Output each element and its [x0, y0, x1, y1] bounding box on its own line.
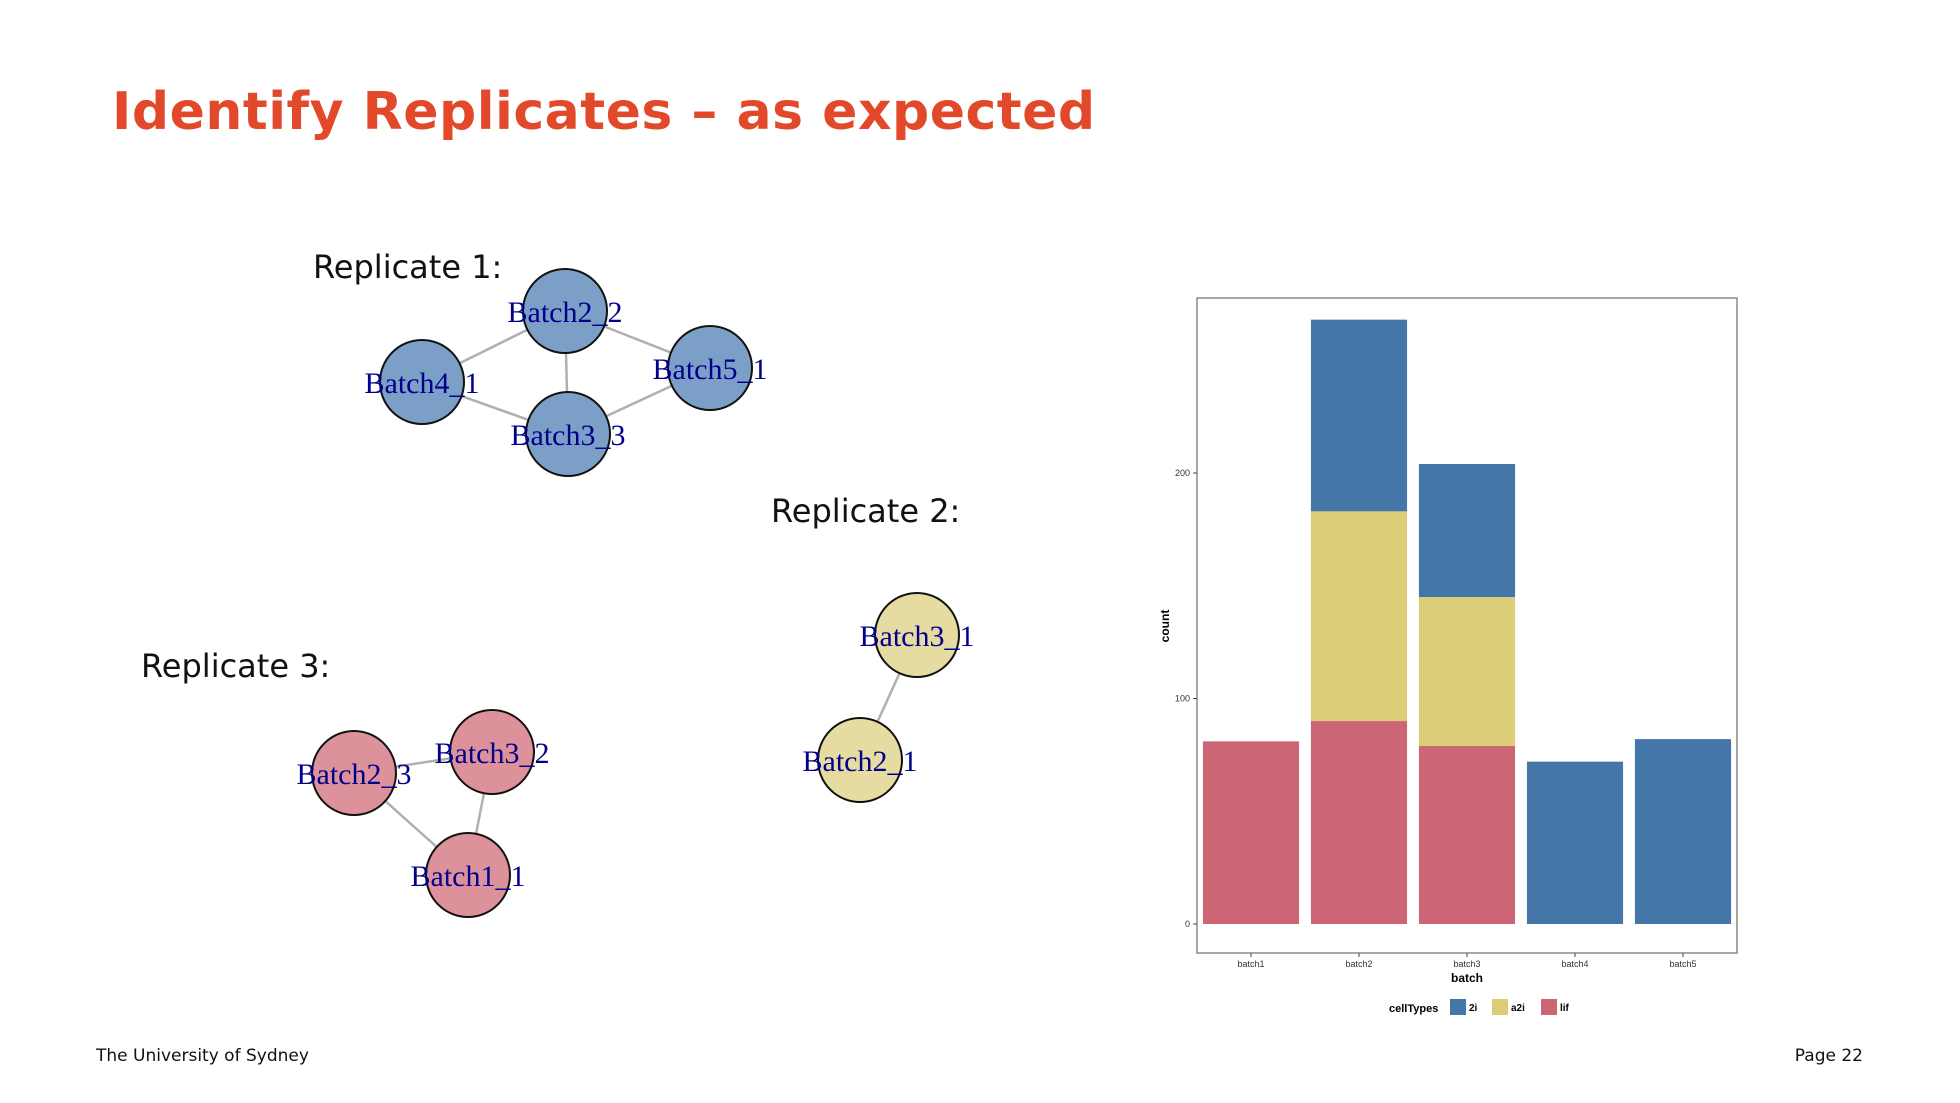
x-axis-label: batch	[1451, 971, 1483, 985]
node-batch1-1[interactable]: Batch1_1	[411, 832, 526, 918]
node-batch2-3[interactable]: Batch2_3	[297, 730, 412, 816]
node-label: Batch2_2	[508, 296, 623, 329]
x-tick-label: batch1	[1237, 959, 1264, 969]
y-tick-label: 0	[1185, 919, 1190, 929]
legend-title: cellTypes	[1389, 1003, 1438, 1015]
node-label: Batch1_1	[411, 860, 526, 893]
bar-segment-batch5-2i	[1634, 739, 1732, 924]
slide-title: Identify Replicates – as expected	[112, 82, 1096, 142]
legend-swatch-a2i	[1492, 999, 1508, 1015]
legend-label-lif: lif	[1560, 1003, 1570, 1014]
x-axis: batch1 batch2 batch3 batch4 batch5	[1237, 953, 1697, 969]
legend-label-a2i: a2i	[1511, 1003, 1525, 1014]
node-label: Batch4_1	[365, 367, 480, 400]
chart-bars	[1202, 319, 1732, 924]
bar-segment-batch2-a2i	[1310, 511, 1408, 722]
footer-institution: The University of Sydney	[96, 1046, 309, 1066]
replicate-2-label: Replicate 2:	[771, 492, 961, 530]
node-batch2-2[interactable]: Batch2_2	[508, 268, 623, 354]
bar-segment-batch4-2i	[1526, 761, 1624, 924]
replicate-1-label: Replicate 1:	[313, 248, 503, 286]
replicate-3-label: Replicate 3:	[141, 647, 331, 685]
legend-swatch-lif	[1541, 999, 1557, 1015]
x-tick-label: batch3	[1453, 959, 1480, 969]
y-axis: 0 100 200	[1175, 468, 1197, 929]
footer-page-number: Page 22	[1794, 1046, 1863, 1066]
bar-segment-batch1-lif	[1202, 741, 1300, 924]
node-batch2-1[interactable]: Batch2_1	[803, 717, 918, 803]
x-tick-label: batch2	[1345, 959, 1372, 969]
node-label: Batch3_1	[860, 620, 975, 653]
bar-segment-batch3-lif	[1418, 745, 1516, 924]
node-label: Batch3_2	[435, 737, 550, 770]
x-tick-label: batch5	[1669, 959, 1696, 969]
y-tick-label: 200	[1175, 468, 1190, 478]
legend-swatch-2i	[1450, 999, 1466, 1015]
y-tick-label: 100	[1175, 694, 1190, 704]
y-axis-label: count	[1158, 610, 1172, 643]
node-batch3-1[interactable]: Batch3_1	[860, 592, 975, 678]
bar-segment-batch2-2i	[1310, 319, 1408, 512]
node-batch3-2[interactable]: Batch3_2	[435, 709, 550, 795]
chart-legend: cellTypes 2i a2i lif	[1389, 999, 1570, 1015]
node-label: Batch2_1	[803, 745, 918, 778]
node-batch5-1[interactable]: Batch5_1	[653, 325, 768, 411]
x-tick-label: batch4	[1561, 959, 1588, 969]
bar-segment-batch3-2i	[1418, 463, 1516, 598]
node-batch3-3[interactable]: Batch3_3	[511, 391, 626, 477]
node-label: Batch5_1	[653, 353, 768, 386]
node-batch4-1[interactable]: Batch4_1	[365, 339, 480, 425]
bar-segment-batch3-a2i	[1418, 597, 1516, 746]
legend-label-2i: 2i	[1469, 1003, 1478, 1014]
node-label: Batch2_3	[297, 758, 412, 791]
bar-segment-batch2-lif	[1310, 721, 1408, 924]
node-label: Batch3_3	[511, 419, 626, 452]
